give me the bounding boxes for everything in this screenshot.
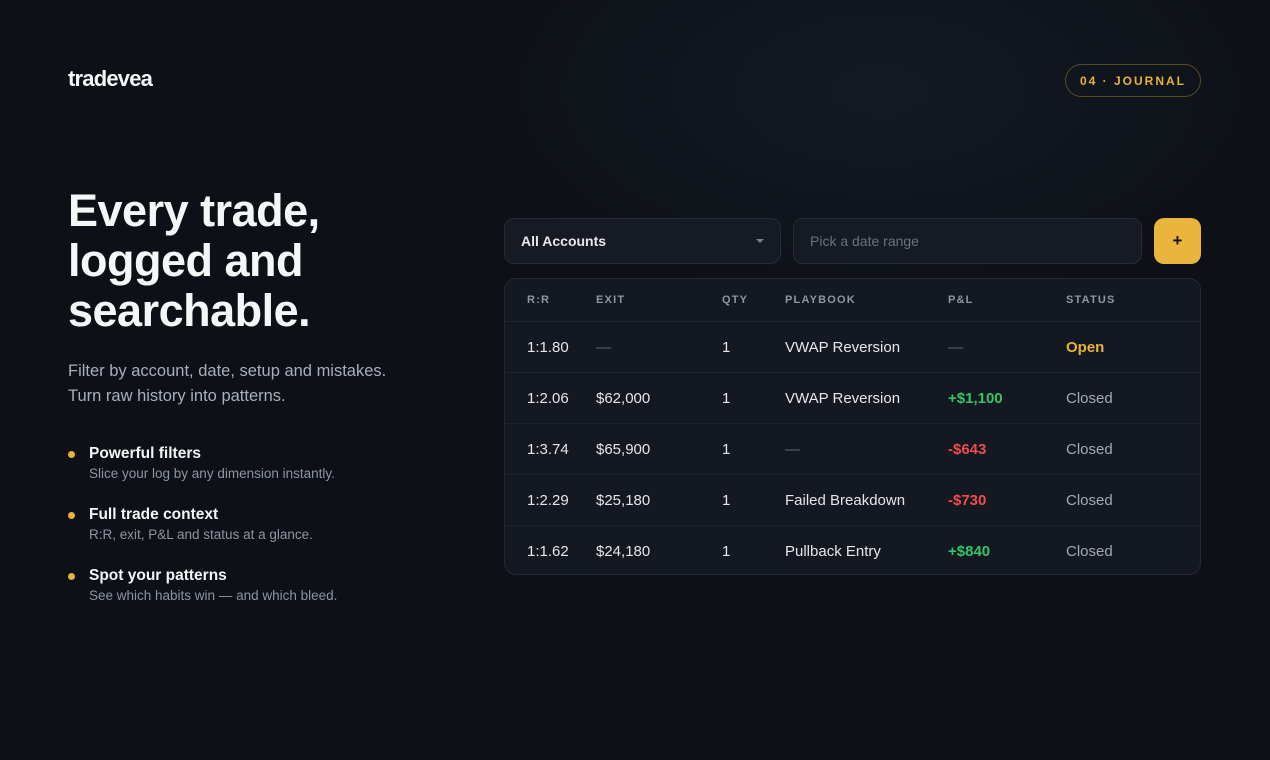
column-header-playbook[interactable]: PLAYBOOK bbox=[785, 294, 856, 306]
trades-table: R:R EXIT QTY PLAYBOOK P&L STATUS 1:1.80 … bbox=[504, 278, 1201, 575]
subtext-line: Turn raw history into patterns. bbox=[68, 387, 286, 405]
cell-exit: $25,180 bbox=[596, 491, 651, 509]
cell-pnl: — bbox=[948, 338, 963, 356]
cell-pnl: +$840 bbox=[948, 543, 991, 560]
cell-status: Closed bbox=[1066, 389, 1113, 407]
table-row[interactable]: 1:3.74 $65,900 1 — -$643 Closed bbox=[505, 424, 1200, 475]
feature-item: Powerful filters Slice your log by any d… bbox=[68, 444, 448, 505]
cell-rr: 1:1.62 bbox=[527, 543, 569, 560]
feature-title: Full trade context bbox=[89, 506, 219, 523]
table-row[interactable]: 1:1.62 $24,180 1 Pullback Entry +$840 Cl… bbox=[505, 526, 1200, 574]
cell-qty: 1 bbox=[722, 338, 731, 356]
subtext-line: Filter by account, date, setup and mista… bbox=[68, 362, 387, 380]
cell-status: Open bbox=[1066, 338, 1105, 356]
table-row[interactable]: 1:2.06 $62,000 1 VWAP Reversion +$1,100 … bbox=[505, 373, 1200, 424]
feature-item: Full trade context R:R, exit, P&L and st… bbox=[68, 505, 448, 566]
account-select[interactable]: All Accounts bbox=[504, 218, 781, 264]
cell-qty: 1 bbox=[722, 389, 731, 407]
cell-status: Closed bbox=[1066, 543, 1113, 560]
cell-playbook: — bbox=[785, 440, 800, 458]
cell-playbook: Pullback Entry bbox=[785, 543, 881, 560]
feature-description: Slice your log by any dimension instantl… bbox=[89, 466, 335, 481]
date-range-input[interactable] bbox=[793, 218, 1142, 264]
cell-exit: — bbox=[596, 338, 611, 356]
feature-title: Spot your patterns bbox=[89, 567, 227, 584]
column-header-pnl[interactable]: P&L bbox=[948, 294, 974, 306]
cell-exit: $62,000 bbox=[596, 389, 651, 407]
bullet-dot-icon bbox=[68, 512, 75, 519]
account-select-value: All Accounts bbox=[521, 233, 607, 249]
feature-description: See which habits win — and which bleed. bbox=[89, 588, 338, 603]
feature-list: Powerful filters Slice your log by any d… bbox=[68, 444, 448, 627]
headline-line: searchable. bbox=[68, 285, 311, 336]
column-header-status[interactable]: STATUS bbox=[1066, 294, 1116, 306]
column-header-rr[interactable]: R:R bbox=[527, 294, 551, 306]
feature-description: R:R, exit, P&L and status at a glance. bbox=[89, 527, 313, 542]
feature-title: Powerful filters bbox=[89, 445, 201, 462]
feature-item: Spot your patterns See which habits win … bbox=[68, 566, 448, 627]
chevron-down-icon bbox=[756, 239, 764, 243]
cell-playbook: Failed Breakdown bbox=[785, 491, 906, 509]
hero-headline: Every trade, logged and searchable. bbox=[68, 186, 448, 336]
add-trade-button[interactable]: + bbox=[1154, 218, 1201, 264]
table-header: R:R EXIT QTY PLAYBOOK P&L STATUS bbox=[505, 279, 1200, 322]
column-header-qty[interactable]: QTY bbox=[722, 294, 749, 306]
cell-rr: 1:2.29 bbox=[527, 491, 569, 509]
cell-playbook: VWAP Reversion bbox=[785, 389, 901, 407]
cell-pnl: +$1,100 bbox=[948, 389, 1003, 407]
cell-qty: 1 bbox=[722, 543, 731, 560]
cell-rr: 1:2.06 bbox=[527, 389, 569, 407]
cell-rr: 1:3.74 bbox=[527, 440, 569, 458]
headline-line: Every trade, bbox=[68, 185, 320, 236]
table-row[interactable]: 1:1.80 — 1 VWAP Reversion — Open bbox=[505, 322, 1200, 373]
cell-qty: 1 bbox=[722, 491, 731, 509]
section-badge: 04 · JOURNAL bbox=[1065, 64, 1201, 97]
brand-logo: tradevea bbox=[68, 66, 153, 91]
cell-rr: 1:1.80 bbox=[527, 338, 569, 356]
cell-status: Closed bbox=[1066, 440, 1113, 458]
bullet-dot-icon bbox=[68, 573, 75, 580]
hero-subtext: Filter by account, date, setup and mista… bbox=[68, 359, 458, 409]
cell-pnl: -$730 bbox=[948, 491, 987, 509]
cell-exit: $65,900 bbox=[596, 440, 651, 458]
column-header-exit[interactable]: EXIT bbox=[596, 294, 626, 306]
headline-line: logged and bbox=[68, 235, 304, 286]
cell-qty: 1 bbox=[722, 440, 731, 458]
cell-pnl: -$643 bbox=[948, 440, 987, 458]
table-row[interactable]: 1:2.29 $25,180 1 Failed Breakdown -$730 … bbox=[505, 475, 1200, 526]
cell-playbook: VWAP Reversion bbox=[785, 338, 901, 356]
bullet-dot-icon bbox=[68, 451, 75, 458]
cell-exit: $24,180 bbox=[596, 543, 651, 560]
cell-status: Closed bbox=[1066, 491, 1113, 509]
